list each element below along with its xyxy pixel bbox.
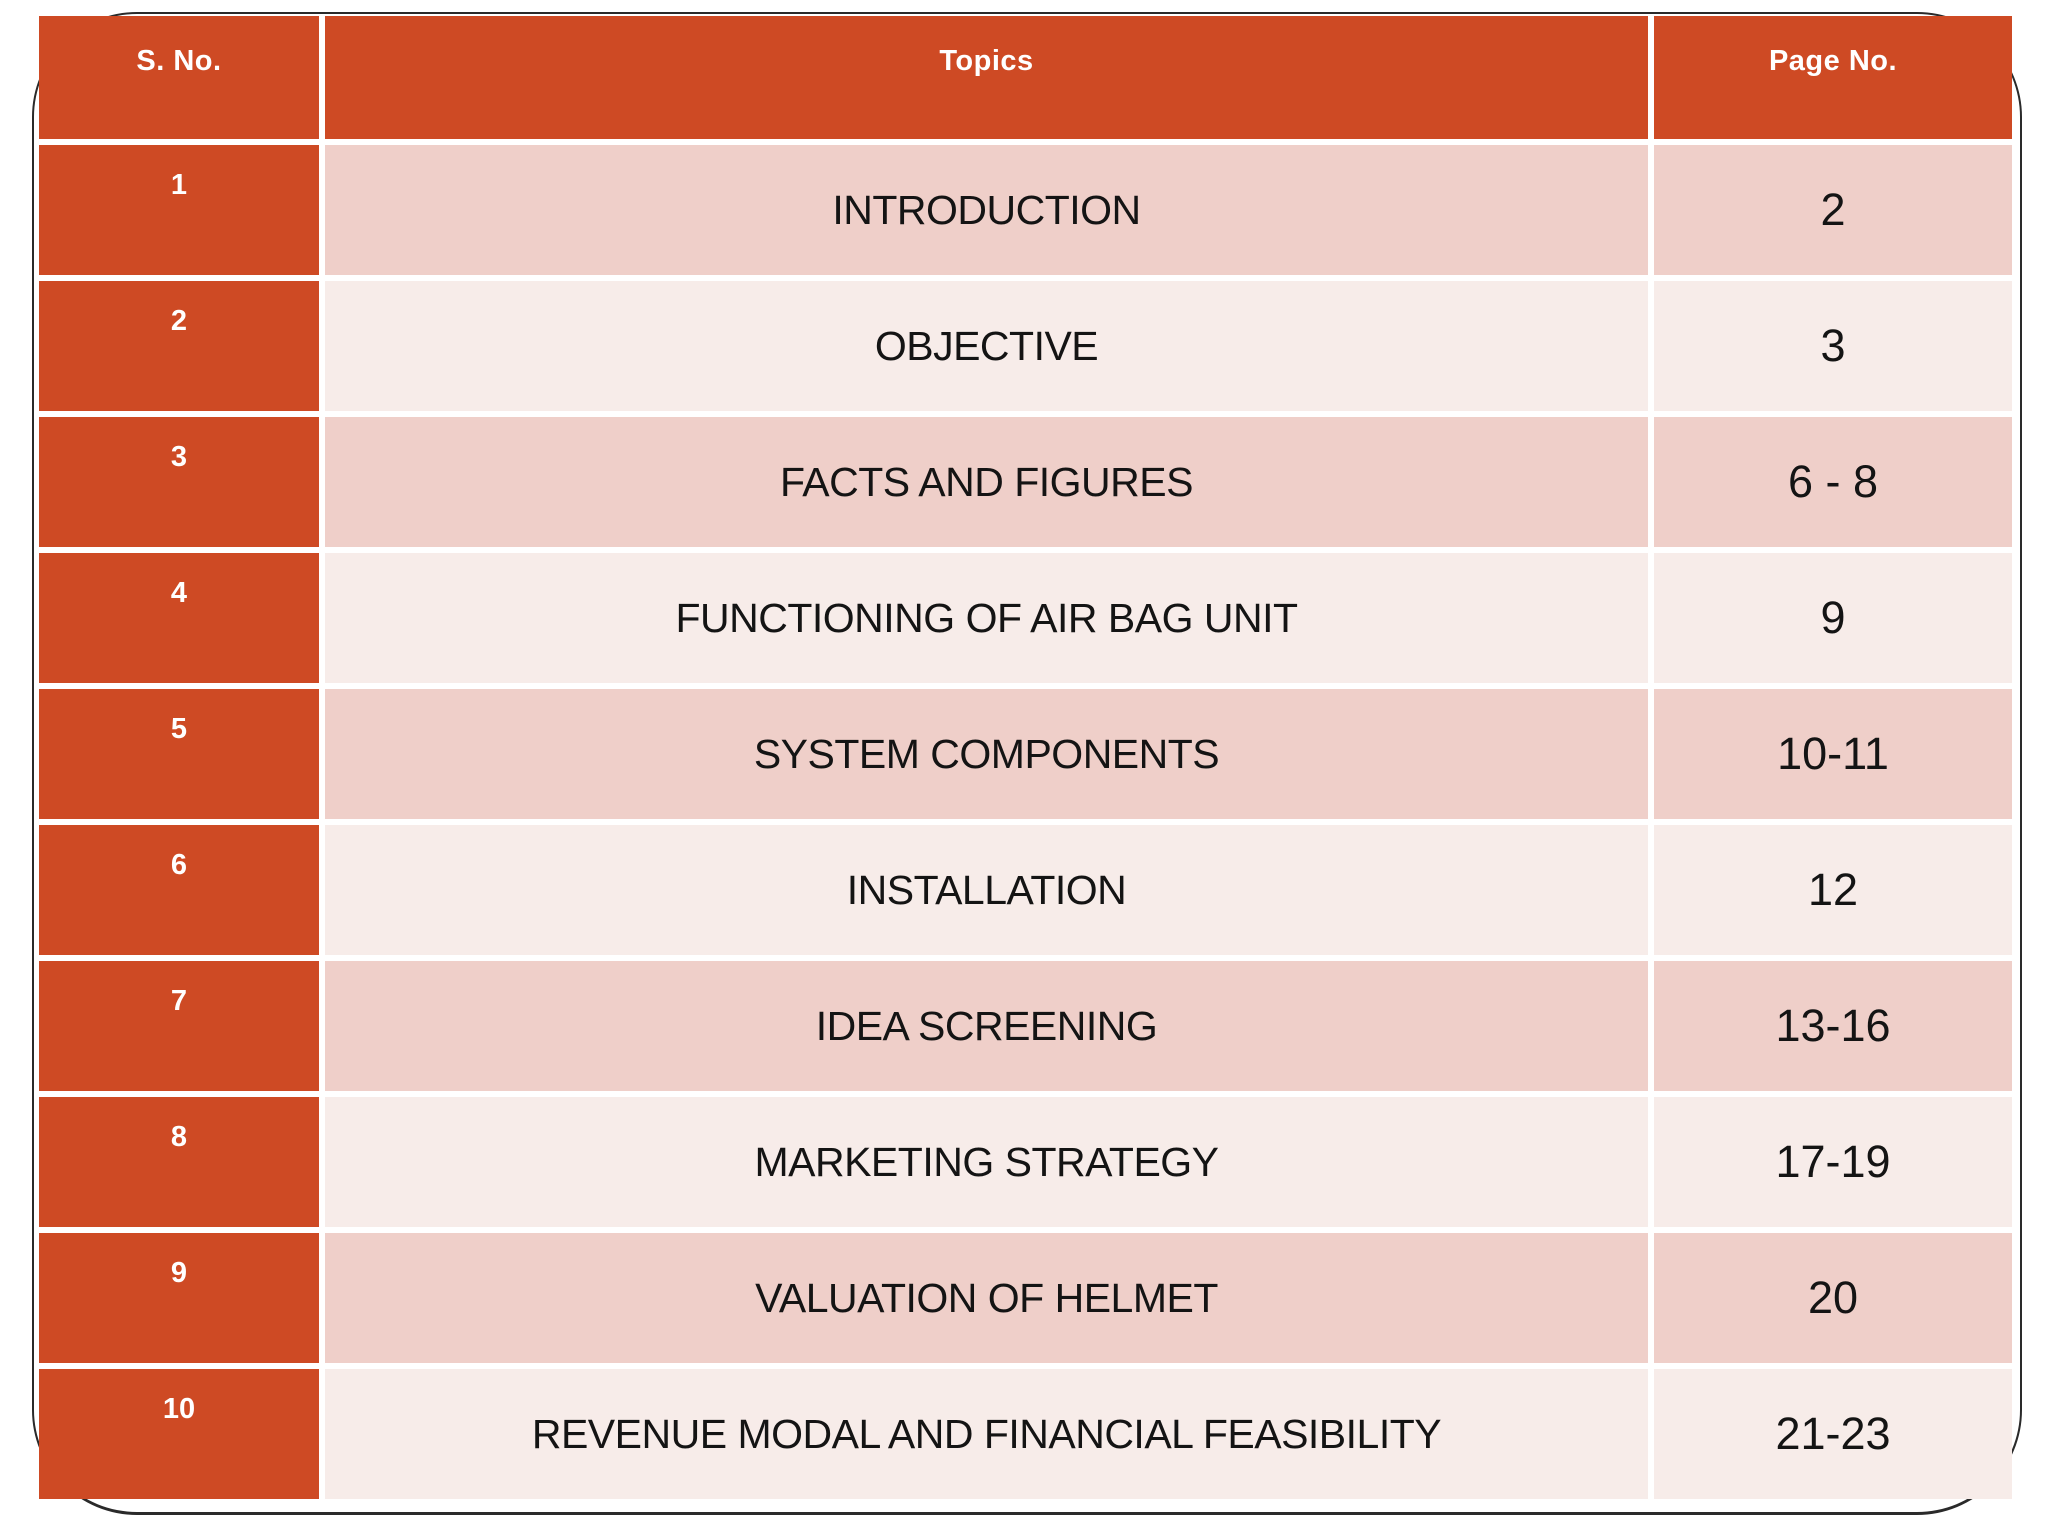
page-cell: 20 [1654, 1233, 2012, 1363]
header-sno: S. No. [39, 16, 319, 139]
sno-cell: 5 [39, 689, 319, 819]
page-cell: 12 [1654, 825, 2012, 955]
page-cell: 3 [1654, 281, 2012, 411]
sno-cell: 1 [39, 145, 319, 275]
header-page: Page No. [1654, 16, 2012, 139]
page-cell: 13-16 [1654, 961, 2012, 1091]
page-cell: 21-23 [1654, 1369, 2012, 1499]
topic-cell: REVENUE MODAL AND FINANCIAL FEASIBILITY [325, 1369, 1648, 1499]
topic-cell: INSTALLATION [325, 825, 1648, 955]
page-cell: 10-11 [1654, 689, 2012, 819]
topic-cell: FUNCTIONING OF AIR BAG UNIT [325, 553, 1648, 683]
sno-cell: 4 [39, 553, 319, 683]
header-topics: Topics [325, 16, 1648, 139]
page-cell: 2 [1654, 145, 2012, 275]
sno-cell: 9 [39, 1233, 319, 1363]
page-cell: 6 - 8 [1654, 417, 2012, 547]
topic-cell: VALUATION OF HELMET [325, 1233, 1648, 1363]
topic-cell: FACTS AND FIGURES [325, 417, 1648, 547]
sno-cell: 7 [39, 961, 319, 1091]
slide-border-frame [32, 12, 2022, 1515]
sno-cell: 2 [39, 281, 319, 411]
page-cell: 17-19 [1654, 1097, 2012, 1227]
sno-cell: 3 [39, 417, 319, 547]
toc-table: S. No. Topics Page No. 1 INTRODUCTION 2 … [39, 16, 2012, 1499]
topic-cell: INTRODUCTION [325, 145, 1648, 275]
topic-cell: OBJECTIVE [325, 281, 1648, 411]
topic-cell: SYSTEM COMPONENTS [325, 689, 1648, 819]
sno-cell: 10 [39, 1369, 319, 1499]
topic-cell: MARKETING STRATEGY [325, 1097, 1648, 1227]
page-cell: 9 [1654, 553, 2012, 683]
sno-cell: 6 [39, 825, 319, 955]
topic-cell: IDEA SCREENING [325, 961, 1648, 1091]
sno-cell: 8 [39, 1097, 319, 1227]
